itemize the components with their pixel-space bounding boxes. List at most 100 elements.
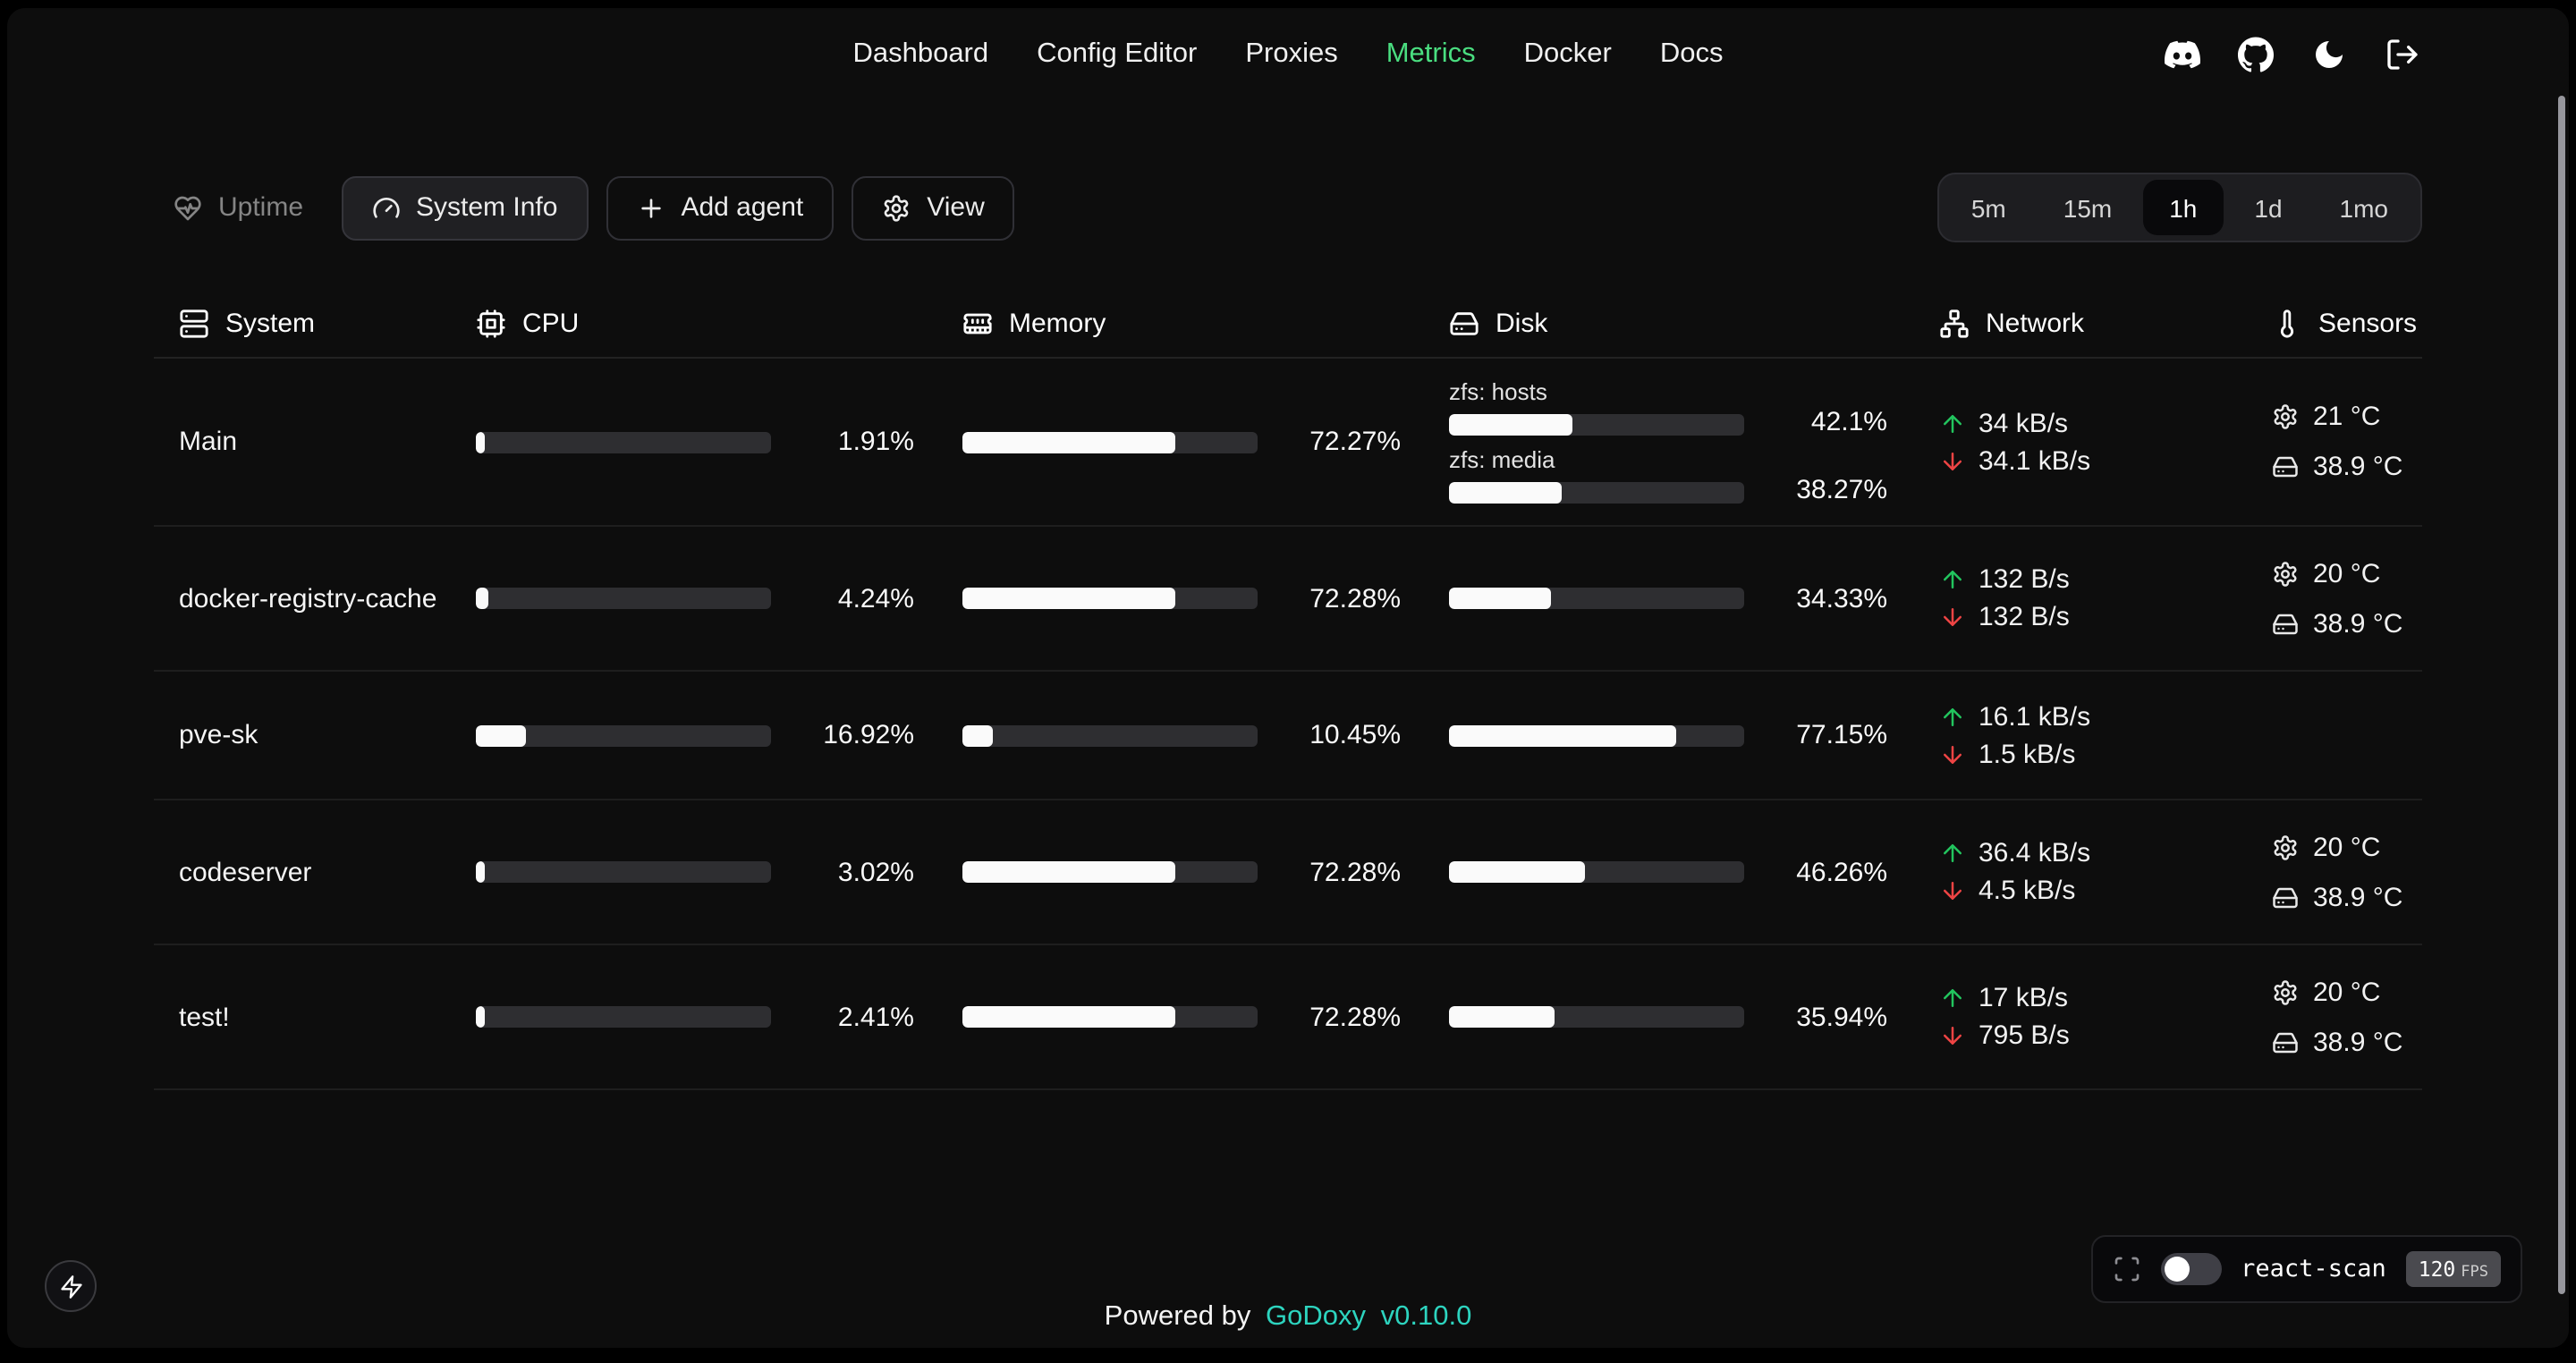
column-label: Sensors: [2318, 309, 2418, 339]
gauge-icon: [371, 193, 400, 222]
download-arrow-icon: [1939, 877, 1966, 904]
table-row-pve-sk[interactable]: pve-sk 16.92% 10.45% 77.15% 16.1 kB/s 1.5 kB/…: [154, 672, 2422, 800]
nav-item-config-editor[interactable]: Config Editor: [1037, 38, 1198, 69]
disk-cell: 34.33%: [1449, 583, 1939, 614]
memory-cell: 10.45%: [962, 720, 1449, 750]
column-header-network: Network: [1939, 309, 2272, 339]
disk-cell: 77.15%: [1449, 720, 1939, 750]
download-arrow-icon: [1939, 604, 1966, 631]
memory-cell: 72.28%: [962, 1002, 1449, 1032]
time-range-1d[interactable]: 1d: [2227, 180, 2309, 235]
nav-item-metrics[interactable]: Metrics: [1385, 38, 1476, 69]
download-arrow-icon: [1939, 741, 1966, 767]
uptime-tab[interactable]: Uptime: [154, 175, 323, 240]
uptime-label: Uptime: [218, 192, 304, 223]
quick-action-button[interactable]: [45, 1260, 97, 1312]
toolbar: Uptime System Info Add agent View: [154, 173, 2422, 242]
disk-name: zfs: media: [1449, 446, 1555, 473]
time-range-1mo[interactable]: 1mo: [2313, 180, 2415, 235]
upload-arrow-icon: [1939, 410, 1966, 436]
network-down: 795 B/s: [1979, 1020, 2070, 1051]
dark-mode-button[interactable]: [2309, 35, 2349, 74]
footer: Powered by GoDoxy v0.10.0: [7, 1301, 2569, 1333]
disk-usage-bar: [1449, 1006, 1744, 1028]
memory-cell: 72.28%: [962, 857, 1449, 887]
view-label: View: [927, 192, 985, 223]
memory-percent: 72.28%: [1309, 1002, 1401, 1032]
upload-arrow-icon: [1939, 985, 1966, 1012]
gear-icon: [882, 193, 911, 222]
time-range-5m[interactable]: 5m: [1945, 180, 2033, 235]
cpu-usage-bar: [476, 724, 771, 746]
nav-icon-group: [2163, 35, 2422, 74]
nav-item-proxies[interactable]: Proxies: [1245, 38, 1338, 69]
sensor-value: 20 °C: [2313, 558, 2381, 588]
disk-temp-icon: [2272, 610, 2299, 637]
memory-usage-bar: [962, 1006, 1258, 1028]
network-cell: 132 B/s 132 B/s: [1939, 561, 2272, 636]
powered-by-text: Powered by: [1104, 1301, 1251, 1332]
fps-unit: FPS: [2461, 1264, 2488, 1282]
memory-usage-bar: [962, 431, 1258, 453]
network-down: 1.5 kB/s: [1979, 739, 2076, 769]
cpu-temp-icon: [2272, 834, 2299, 860]
sensors-cell: 20 °C 38.9 °C: [2272, 967, 2422, 1067]
table-row-test![interactable]: test! 2.41% 72.28% 35.94% 17 kB/s 795 B/s 20 °…: [154, 945, 2422, 1090]
sensors-cell: 21 °C 38.9 °C: [2272, 392, 2422, 492]
time-range-15m[interactable]: 15m: [2037, 180, 2139, 235]
table-body: Main 1.91% 72.27% zfs: hosts 42.1% zfs: media…: [154, 359, 2422, 1090]
disk-temp-icon: [2272, 884, 2299, 910]
add-agent-label: Add agent: [681, 192, 804, 223]
table-row-docker-registry-cache[interactable]: docker-registry-cache 4.24% 72.28% 34.33% 13…: [154, 527, 2422, 672]
nav-item-dashboard[interactable]: Dashboard: [852, 38, 989, 69]
zap-icon: [58, 1274, 83, 1299]
time-range-selector: 5m 15m 1h 1d 1mo: [1936, 173, 2422, 242]
moon-icon: [2311, 37, 2347, 72]
version-link[interactable]: v0.10.0: [1380, 1301, 1472, 1332]
cpu-percent: 1.91%: [837, 427, 914, 457]
cpu-temp-icon: [2272, 560, 2299, 587]
system-name: test!: [179, 1002, 230, 1032]
react-scan-toggle[interactable]: [2160, 1253, 2222, 1285]
sensors-cell: 20 °C 38.9 °C: [2272, 548, 2422, 648]
disk-cell: zfs: hosts 42.1% zfs: media 38.27%: [1449, 378, 1939, 505]
time-range-1h[interactable]: 1h: [2142, 180, 2224, 235]
sensor-value: 21 °C: [2313, 402, 2381, 432]
network-down: 34.1 kB/s: [1979, 445, 2091, 476]
github-button[interactable]: [2236, 35, 2275, 74]
cpu-usage-bar: [476, 861, 771, 883]
discord-button[interactable]: [2163, 35, 2202, 74]
react-scan-widget[interactable]: react-scan 120 FPS: [2090, 1235, 2522, 1303]
download-arrow-icon: [1939, 1022, 1966, 1049]
nav-item-docs[interactable]: Docs: [1659, 38, 1724, 69]
memory-usage-bar: [962, 588, 1258, 609]
table-row-Main[interactable]: Main 1.91% 72.27% zfs: hosts 42.1% zfs: media…: [154, 359, 2422, 527]
logout-button[interactable]: [2383, 35, 2422, 74]
network-cell: 36.4 kB/s 4.5 kB/s: [1939, 834, 2272, 910]
fps-badge: 120 FPS: [2405, 1251, 2501, 1287]
nav-item-docker[interactable]: Docker: [1523, 38, 1612, 69]
scrollbar-thumb[interactable]: [2558, 96, 2565, 1294]
column-header-memory: Memory: [962, 309, 1449, 339]
column-header-system: System: [154, 309, 476, 339]
add-agent-button[interactable]: Add agent: [606, 175, 835, 240]
cpu-usage-bar: [476, 431, 771, 453]
view-button[interactable]: View: [852, 175, 1015, 240]
godoxy-link[interactable]: GoDoxy: [1266, 1301, 1366, 1332]
cpu-cell: 4.24%: [476, 583, 962, 614]
network-up: 36.4 kB/s: [1979, 838, 2091, 868]
network-icon: [1939, 309, 1970, 339]
download-arrow-icon: [1939, 447, 1966, 474]
upload-arrow-icon: [1939, 703, 1966, 730]
disk-usage-bar: [1449, 724, 1744, 746]
table-row-codeserver[interactable]: codeserver 3.02% 72.28% 46.26% 36.4 kB/s 4.5 …: [154, 800, 2422, 945]
system-info-tab[interactable]: System Info: [341, 175, 589, 240]
column-header-cpu: CPU: [476, 309, 962, 339]
cpu-cell: 1.91%: [476, 427, 962, 457]
thermometer-icon: [2272, 309, 2302, 339]
network-up: 17 kB/s: [1979, 983, 2069, 1013]
disk-name: zfs: hosts: [1449, 378, 1547, 405]
toggle-knob: [2164, 1257, 2190, 1282]
disk-percent: 34.33%: [1796, 583, 1887, 614]
memory-percent: 72.28%: [1309, 857, 1401, 887]
